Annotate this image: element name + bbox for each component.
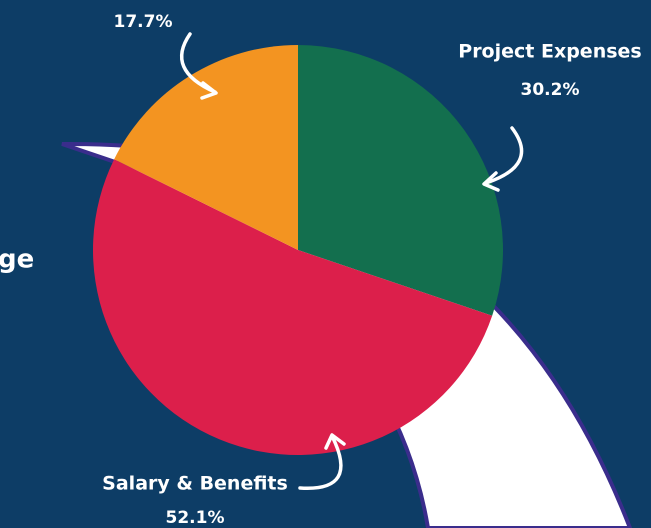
slice-label: Project Expenses: [458, 41, 641, 63]
value-label: 30.2%: [521, 80, 580, 100]
value-label: 17.7%: [114, 12, 173, 32]
pie: [93, 45, 503, 455]
page: ge Project Expenses 30.2% Salary & Benefit…: [0, 0, 651, 528]
value-label: 52.1%: [166, 508, 225, 528]
chart: ge Project Expenses 30.2% Salary & Benefit…: [0, 0, 651, 528]
slice-label: Salary & Benefits: [102, 473, 288, 495]
side-text: ge: [0, 245, 34, 275]
